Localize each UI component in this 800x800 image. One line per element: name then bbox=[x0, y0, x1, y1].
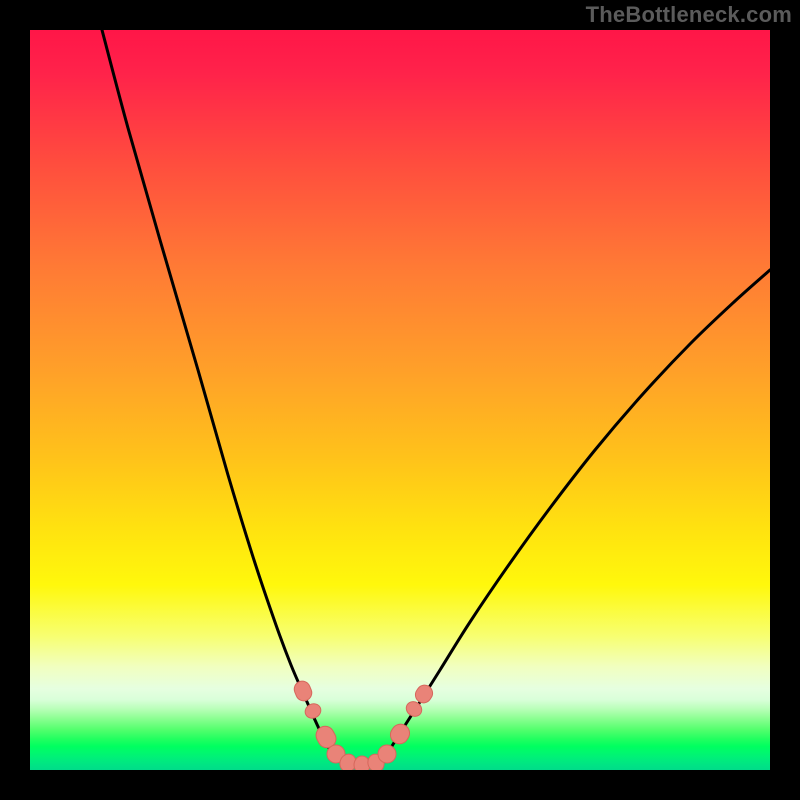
curve-markers bbox=[30, 30, 770, 770]
watermark-text: TheBottleneck.com bbox=[586, 2, 792, 28]
plot-area bbox=[30, 30, 770, 770]
curve-marker bbox=[292, 679, 314, 704]
curve-marker bbox=[387, 721, 413, 748]
curve-marker bbox=[303, 701, 324, 721]
